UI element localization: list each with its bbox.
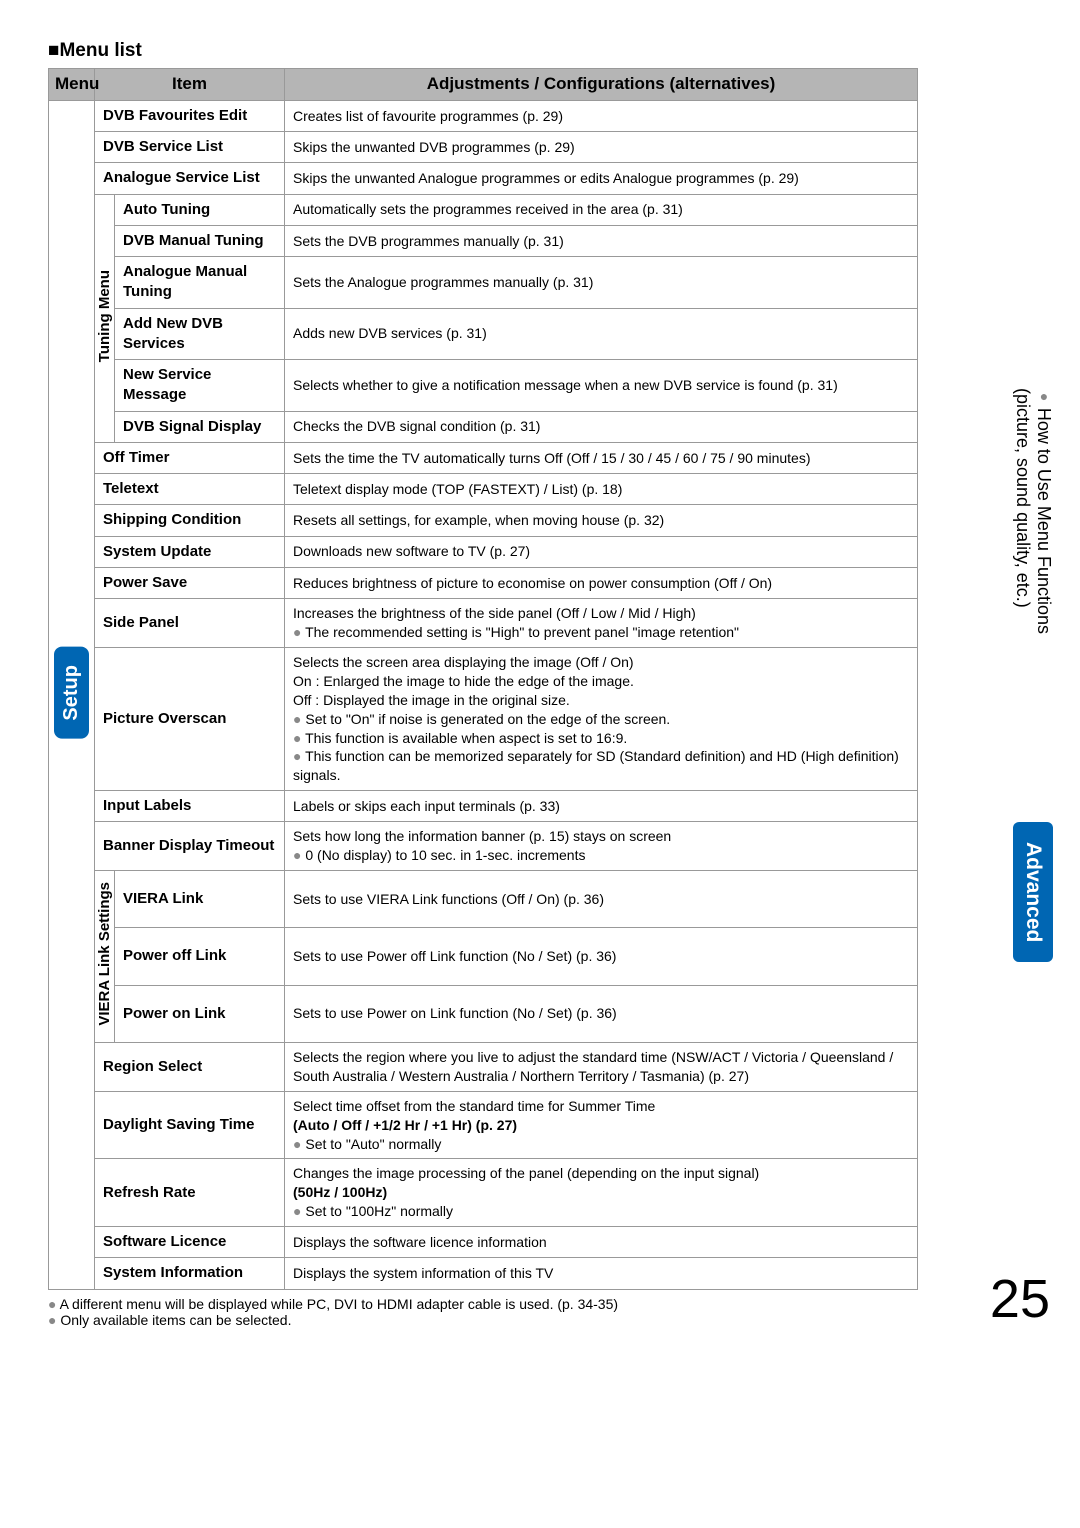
adj-analogue-service-list: Skips the unwanted Analogue programmes o… (285, 163, 918, 194)
adj-dvb-manual-tuning: Sets the DVB programmes manually (p. 31) (285, 225, 918, 256)
adj-add-new-dvb: Adds new DVB services (p. 31) (285, 308, 918, 360)
adj-viera-link: Sets to use VIERA Link functions (Off / … (285, 871, 918, 928)
item-add-new-dvb: Add New DVB Services (115, 308, 285, 360)
item-daylight-saving: Daylight Saving Time (95, 1091, 285, 1159)
adj-picture-overscan: Selects the screen area displaying the i… (285, 647, 918, 790)
item-system-update: System Update (95, 536, 285, 567)
adj-power-on-link: Sets to use Power on Link function (No /… (285, 985, 918, 1042)
adj-shipping-condition: Resets all settings, for example, when m… (285, 505, 918, 536)
item-side-panel: Side Panel (95, 599, 285, 648)
item-analogue-manual-tuning: Analogue Manual Tuning (115, 257, 285, 309)
adj-power-save: Reduces brightness of picture to economi… (285, 567, 918, 598)
th-adj: Adjustments / Configurations (alternativ… (285, 69, 918, 101)
item-input-labels: Input Labels (95, 791, 285, 822)
item-shipping-condition: Shipping Condition (95, 505, 285, 536)
adj-dvb-favourites: Creates list of favourite programmes (p.… (285, 100, 918, 131)
item-new-service-message: New Service Message (115, 360, 285, 412)
page-number: 25 (990, 1268, 1050, 1330)
adj-auto-tuning: Automatically sets the programmes receiv… (285, 194, 918, 225)
adj-software-licence: Displays the software licence informatio… (285, 1227, 918, 1258)
item-dvb-service-list: DVB Service List (95, 132, 285, 163)
item-viera-link: VIERA Link (115, 871, 285, 928)
item-region-select: Region Select (95, 1042, 285, 1091)
adj-new-service-message: Selects whether to give a notification m… (285, 360, 918, 412)
item-banner-timeout: Banner Display Timeout (95, 822, 285, 871)
item-dvb-manual-tuning: DVB Manual Tuning (115, 225, 285, 256)
adj-region-select: Selects the region where you live to adj… (285, 1042, 918, 1091)
item-off-timer: Off Timer (95, 442, 285, 473)
adj-system-update: Downloads new software to TV (p. 27) (285, 536, 918, 567)
footnotes: A different menu will be displayed while… (48, 1296, 1040, 1328)
footnote-1: A different menu will be displayed while… (48, 1296, 1040, 1312)
footnote-2: Only available items can be selected. (48, 1312, 1040, 1328)
menu-setup-cell: Setup (49, 100, 95, 1289)
adj-teletext: Teletext display mode (TOP (FASTEXT) / L… (285, 474, 918, 505)
item-analogue-service-list: Analogue Service List (95, 163, 285, 194)
item-picture-overscan: Picture Overscan (95, 647, 285, 790)
adj-off-timer: Sets the time the TV automatically turns… (285, 442, 918, 473)
adj-dvb-service-list: Skips the unwanted DVB programmes (p. 29… (285, 132, 918, 163)
adj-refresh-rate: Changes the image processing of the pane… (285, 1159, 918, 1227)
adj-input-labels: Labels or skips each input terminals (p.… (285, 791, 918, 822)
adj-daylight-saving: Select time offset from the standard tim… (285, 1091, 918, 1159)
adj-side-panel: Increases the brightness of the side pan… (285, 599, 918, 648)
item-dvb-signal-display: DVB Signal Display (115, 411, 285, 442)
menu-table: Menu Item Adjustments / Configurations (… (48, 68, 918, 1290)
item-teletext: Teletext (95, 474, 285, 505)
submenu-tuning: Tuning Menu (95, 194, 115, 442)
adj-power-off-link: Sets to use Power off Link function (No … (285, 928, 918, 985)
item-refresh-rate: Refresh Rate (95, 1159, 285, 1227)
item-software-licence: Software Licence (95, 1227, 285, 1258)
adj-system-information: Displays the system information of this … (285, 1258, 918, 1289)
adj-banner-timeout: Sets how long the information banner (p.… (285, 822, 918, 871)
side-tab-how-to-use: How to Use Menu Functions (picture, soun… (1008, 380, 1058, 642)
item-auto-tuning: Auto Tuning (115, 194, 285, 225)
item-system-information: System Information (95, 1258, 285, 1289)
item-power-on-link: Power on Link (115, 985, 285, 1042)
section-title: ■Menu list (48, 40, 1040, 62)
adj-analogue-manual-tuning: Sets the Analogue programmes manually (p… (285, 257, 918, 309)
th-item: Item (95, 69, 285, 101)
submenu-viera-link: VIERA Link Settings (95, 871, 115, 1043)
side-tab-advanced: Advanced (1013, 822, 1053, 962)
item-power-off-link: Power off Link (115, 928, 285, 985)
th-menu: Menu (49, 69, 95, 101)
item-dvb-favourites: DVB Favourites Edit (95, 100, 285, 131)
adj-dvb-signal-display: Checks the DVB signal condition (p. 31) (285, 411, 918, 442)
item-power-save: Power Save (95, 567, 285, 598)
